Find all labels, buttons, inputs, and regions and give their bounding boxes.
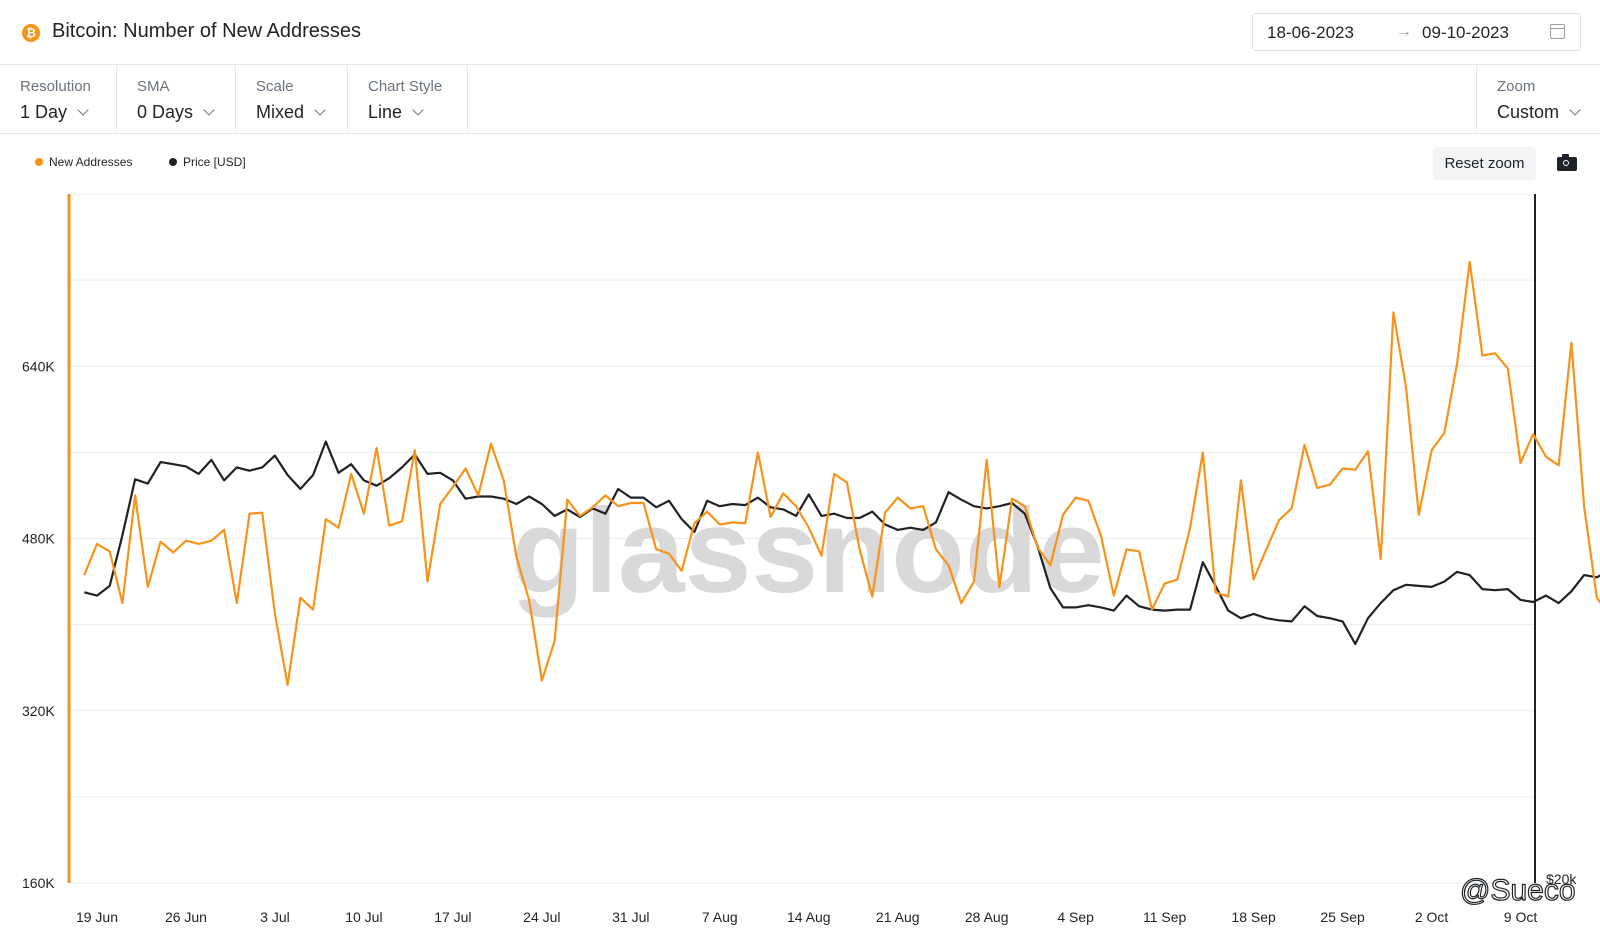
reset-zoom-button[interactable]: Reset zoom bbox=[1433, 147, 1536, 180]
x-tick-label: 14 Aug bbox=[787, 909, 831, 925]
zoom-label: Zoom bbox=[1497, 78, 1536, 95]
y-tick-label: 320K bbox=[22, 703, 55, 719]
x-tick-label: 25 Sep bbox=[1320, 909, 1365, 925]
scale-label: Scale bbox=[256, 78, 294, 95]
chart-style-label: Chart Style bbox=[368, 78, 443, 95]
chart-title: Bitcoin: Number of New Addresses bbox=[52, 20, 362, 42]
legend-dot bbox=[169, 158, 177, 166]
resolution-value: 1 Day bbox=[20, 102, 68, 122]
chart-header: ₿ Bitcoin: Number of New Addresses 18-06… bbox=[0, 0, 1600, 65]
calendar-icon[interactable] bbox=[1550, 24, 1565, 39]
x-axis: 19 Jun 26 Jun 3 Jul 10 Jul 17 Jul 24 Jul 31 Ju… bbox=[76, 909, 1537, 925]
x-tick-label: 28 Aug bbox=[965, 909, 1009, 925]
x-tick-label: 2 Oct bbox=[1415, 909, 1449, 925]
zoom-value: Custom bbox=[1497, 102, 1560, 122]
y-tick-label: 640K bbox=[22, 358, 55, 374]
sma-value: 0 Days bbox=[137, 102, 194, 122]
price-series-line bbox=[84, 440, 1600, 646]
zoom-select[interactable]: Zoom Custom bbox=[1476, 65, 1600, 133]
x-tick-label: 26 Jun bbox=[165, 909, 207, 925]
scale-select[interactable]: Scale Mixed bbox=[236, 65, 348, 133]
bitcoin-icon: ₿ bbox=[22, 24, 40, 42]
series-layer bbox=[83, 260, 1600, 687]
chart-style-select[interactable]: Chart Style Line bbox=[348, 65, 468, 133]
date-range-picker[interactable]: 18-06-2023 → 09-10-2023 bbox=[1252, 13, 1581, 51]
credit-text: @Sueco bbox=[1460, 874, 1576, 907]
legend-dot bbox=[35, 158, 43, 166]
date-arrow-icon: → bbox=[1396, 23, 1412, 40]
chart-toolbar: Resolution 1 Day SMA 0 Days Scale Mixed … bbox=[0, 65, 1600, 134]
x-tick-label: 11 Sep bbox=[1143, 909, 1187, 925]
x-tick-label: 19 Jun bbox=[76, 909, 118, 925]
x-tick-label: 7 Aug bbox=[702, 909, 738, 925]
y2-tick-label: $20k bbox=[1546, 871, 1577, 887]
x-tick-label: 31 Jul bbox=[612, 909, 649, 925]
x-tick-label: 17 Jul bbox=[434, 909, 471, 925]
resolution-label: Resolution bbox=[20, 78, 91, 95]
sma-select[interactable]: SMA 0 Days bbox=[117, 65, 236, 133]
legend-item-price[interactable]: Price [USD] bbox=[169, 155, 246, 169]
x-tick-label: 18 Sep bbox=[1231, 909, 1276, 925]
resolution-select[interactable]: Resolution 1 Day bbox=[0, 65, 117, 133]
x-tick-label: 4 Sep bbox=[1057, 909, 1094, 925]
watermark: glassnode bbox=[511, 484, 1105, 618]
date-from-field[interactable]: 18-06-2023 bbox=[1267, 23, 1354, 42]
x-tick-label: 24 Jul bbox=[523, 909, 560, 925]
y-axis: 160K 320K 480K 640K bbox=[22, 194, 1536, 891]
scale-value: Mixed bbox=[256, 102, 305, 122]
x-tick-label: 9 Oct bbox=[1504, 909, 1538, 925]
legend-label: Price [USD] bbox=[183, 155, 246, 169]
camera-icon[interactable] bbox=[1557, 154, 1577, 171]
x-tick-label: 21 Aug bbox=[876, 909, 920, 925]
date-to-field[interactable]: 09-10-2023 bbox=[1422, 23, 1509, 42]
sma-label: SMA bbox=[137, 78, 170, 95]
y-tick-label: 160K bbox=[22, 875, 55, 891]
x-tick-label: 3 Jul bbox=[260, 909, 290, 925]
legend-item-new-addresses[interactable]: New Addresses bbox=[35, 155, 132, 169]
new-addresses-series-line bbox=[83, 260, 1600, 687]
grid-lines bbox=[69, 193, 1535, 884]
x-tick-label: 10 Jul bbox=[345, 909, 382, 925]
y-tick-label: 480K bbox=[22, 531, 55, 547]
legend-label: New Addresses bbox=[49, 155, 133, 169]
chart-style-value: Line bbox=[368, 102, 403, 122]
